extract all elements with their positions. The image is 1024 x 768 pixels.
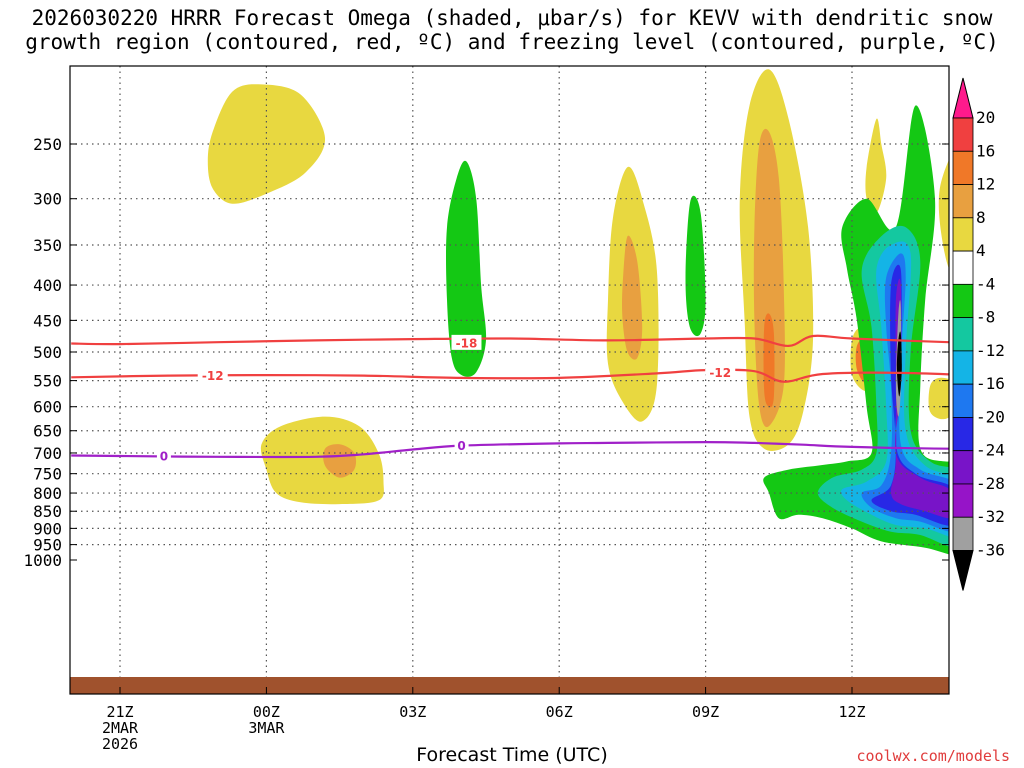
colorbar-label: -12 <box>976 341 1005 360</box>
y-tick-label: 900 <box>33 519 62 538</box>
credit-text: coolwx.com/models <box>856 747 1010 765</box>
colorbar-swatch <box>952 150 974 185</box>
colorbar-swatch <box>952 350 974 385</box>
colorbar-label: -28 <box>976 474 1005 493</box>
colorbar-label: 12 <box>976 175 995 194</box>
updraft-2-core-region <box>323 444 357 478</box>
contour-label: -18 <box>456 336 478 350</box>
gridlines <box>70 66 949 677</box>
contour-labels: -18 -12 -12 0 0 <box>156 334 736 463</box>
colorbar-swatch <box>952 283 974 319</box>
contour-label: -12 <box>202 369 224 383</box>
chart-title: 2026030220 HRRR Forecast Omega (shaded, … <box>0 6 1024 54</box>
updraft-8-region <box>928 377 949 420</box>
y-tick-label: 850 <box>33 502 62 521</box>
y-axis: 2503003504004505005506006507007508008509… <box>23 135 949 570</box>
updraft-2-region <box>260 416 384 505</box>
x-tick-label: 3MAR <box>248 719 285 737</box>
y-tick-label: 800 <box>33 484 62 503</box>
contours <box>71 334 949 459</box>
dendritic-bottom-contour <box>71 368 949 383</box>
main-downdraft-24-region <box>871 264 949 526</box>
colorbar-swatch <box>952 417 974 452</box>
contour-label-bg <box>454 437 469 453</box>
colorbar-label: -20 <box>976 407 1005 426</box>
dendritic-top-contour <box>71 334 949 348</box>
y-tick-label: 650 <box>33 422 62 441</box>
updraft-5-region <box>865 118 887 215</box>
freezing-level-contour <box>71 440 949 459</box>
y-tick-label: 300 <box>33 190 62 209</box>
y-tick-label: 250 <box>33 135 62 154</box>
y-tick-label: 400 <box>33 276 62 295</box>
updraft-6-region <box>938 159 949 269</box>
y-tick-label: 500 <box>33 343 62 362</box>
y-tick-label: 350 <box>33 236 62 255</box>
y-tick-label: 700 <box>33 444 62 463</box>
colorbar-swatch <box>952 217 974 252</box>
colorbar-top-arrow <box>952 77 974 119</box>
colorbar-swatch <box>952 250 974 285</box>
x-tick-label: 12Z <box>838 703 865 721</box>
colorbar: 20 16 12 8 4 -4 -8 -12 -16 -20 -24 -28 -32 -36 <box>952 77 1005 591</box>
x-tick-label: 21Z <box>106 703 133 721</box>
colorbar-swatch <box>952 317 974 352</box>
colorbar-swatch <box>952 117 974 152</box>
y-tick-label: 1000 <box>23 551 62 570</box>
plot-frame <box>69 65 950 695</box>
updraft-3-core-region <box>622 235 643 360</box>
downdraft-1-region <box>446 160 487 377</box>
y-tick-label: 950 <box>33 536 62 555</box>
colorbar-label: -8 <box>976 308 995 327</box>
colorbar-swatch <box>952 516 974 551</box>
omega-shading <box>207 69 949 555</box>
title-line-1: 2026030220 HRRR Forecast Omega (shaded, … <box>31 6 993 30</box>
main-downdraft-28-region <box>890 278 949 519</box>
colorbar-label: 8 <box>976 208 986 227</box>
colorbar-swatch <box>952 383 974 418</box>
x-tick-label: 00Z <box>253 703 280 721</box>
x-tick-label: 09Z <box>692 703 719 721</box>
x-tick-label: 2MAR <box>102 719 139 737</box>
colorbar-label: -24 <box>976 441 1005 460</box>
colorbar-swatch <box>952 450 974 485</box>
colorbar-label: -4 <box>976 274 995 293</box>
title-line-2: growth region (contoured, red, ºC) and f… <box>25 30 999 54</box>
downdraft-2-region <box>685 195 706 337</box>
colorbar-label: 20 <box>976 108 995 127</box>
colorbar-label: -36 <box>976 541 1005 560</box>
contour-label-bg <box>156 447 171 463</box>
contour-label: -12 <box>709 366 731 380</box>
updraft-4-max-region <box>763 313 775 408</box>
colorbar-swatch <box>952 483 974 518</box>
plot-area: -18 -12 -12 0 0 <box>70 66 949 694</box>
colorbar-bottom-arrow <box>952 550 974 591</box>
contour-label: 0 <box>457 439 465 453</box>
y-tick-label: 550 <box>33 372 62 391</box>
contour-label-bg <box>451 334 482 350</box>
contour-label-bg <box>705 364 736 380</box>
colorbar-label: 4 <box>976 241 986 260</box>
y-tick-label: 600 <box>33 398 62 417</box>
colorbar-label: -32 <box>976 507 1005 526</box>
contour-label: 0 <box>160 449 168 463</box>
x-axis-title: Forecast Time (UTC) <box>416 744 608 766</box>
y-tick-label: 450 <box>33 311 62 330</box>
y-tick-label: 750 <box>33 465 62 484</box>
x-tick-label: 2026 <box>102 735 138 753</box>
ground-layer <box>70 677 949 694</box>
contour-label-bg <box>197 367 228 383</box>
colorbar-swatch <box>952 184 974 219</box>
colorbar-label: 16 <box>976 141 995 160</box>
x-tick-label: 06Z <box>546 703 573 721</box>
x-tick-label: 03Z <box>399 703 426 721</box>
updraft-4-core-region <box>753 128 785 428</box>
colorbar-label: -16 <box>976 374 1005 393</box>
